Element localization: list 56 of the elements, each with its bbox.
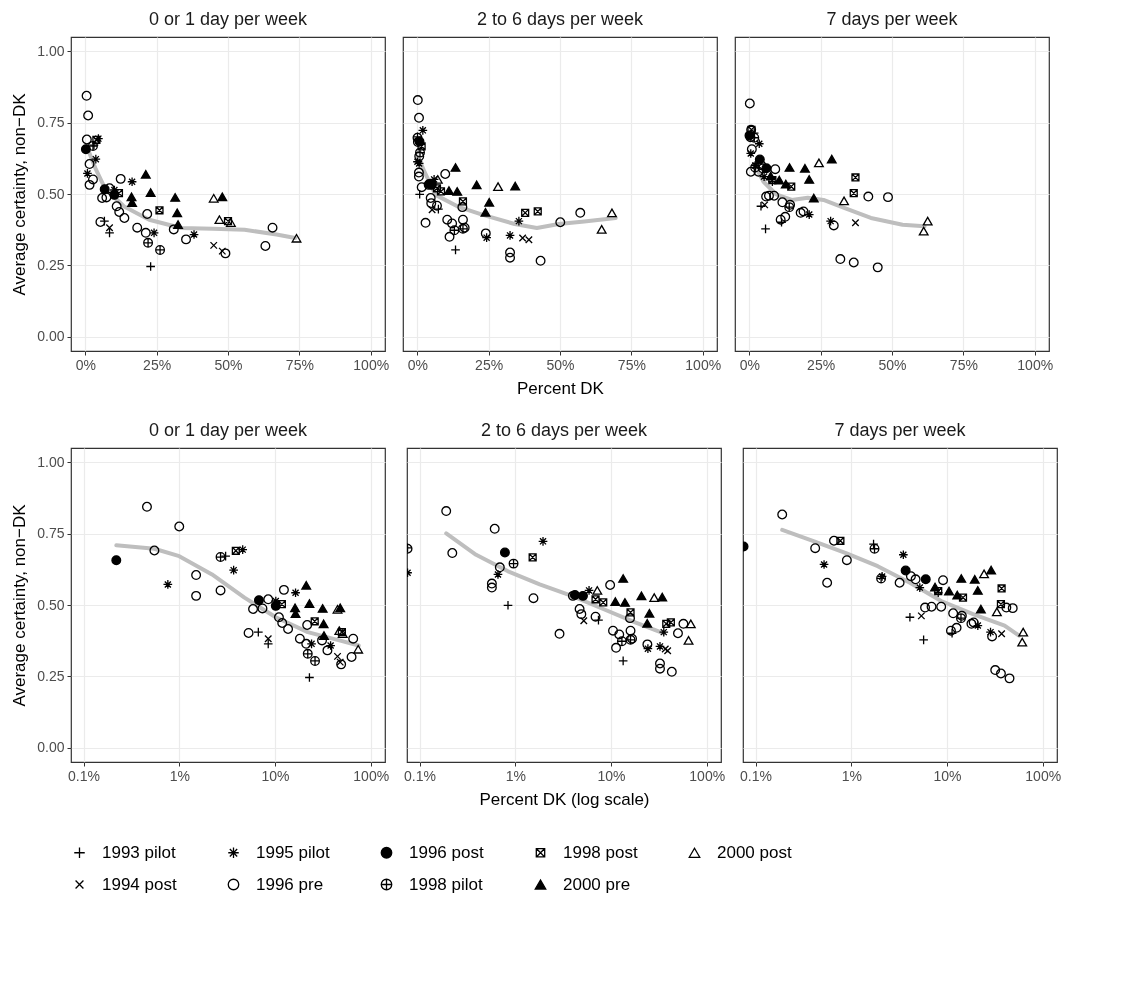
chart-title: 7 days per week [834,420,967,440]
x-tick-label: 75% [285,356,314,373]
y-tick-label: 0.00 [37,328,65,345]
x-tick-label: 0% [75,356,96,373]
x-tick-label: 75% [617,356,646,373]
chart-title: 7 days per week [826,9,959,29]
x-tick-label: 50% [214,356,243,373]
legend-label: 1994 post [102,874,177,894]
x-tick-label: 100% [353,767,390,784]
legend-label: 1998 pilot [409,874,483,894]
x-tick-label: 50% [546,356,575,373]
x-tick-label: 0% [407,356,428,373]
y-tick-label: 1.00 [37,453,65,470]
legend-label: 2000 post [717,842,792,862]
x-tick-label: 0.1% [68,767,100,784]
x-tick-label: 75% [949,356,978,373]
x-axis-title: Percent DK [517,378,605,398]
x-tick-label: 50% [878,356,907,373]
x-tick-label: 25% [143,356,172,373]
x-tick-label: 0.1% [740,767,772,784]
x-tick-label: 100% [685,356,722,373]
x-tick-label: 10% [597,767,626,784]
x-tick-label: 100% [1017,356,1054,373]
legend-label: 2000 pre [563,874,631,894]
x-tick-label: 1% [169,767,190,784]
y-axis-title: Average certainty, non−DK [10,503,30,707]
y-tick-label: 0.00 [37,739,65,756]
y-tick-label: 0.25 [37,667,65,684]
x-tick-label: 10% [261,767,290,784]
x-tick-label: 10% [933,767,962,784]
y-tick-label: 0.25 [37,256,65,273]
x-tick-label: 0% [739,356,760,373]
chart-title: 2 to 6 days per week [476,9,645,29]
y-tick-label: 0.75 [37,525,65,542]
x-tick-label: 100% [353,356,390,373]
x-tick-label: 0.1% [404,767,436,784]
legend-label: 1995 pilot [256,842,330,862]
x-tick-label: 1% [505,767,526,784]
x-tick-label: 25% [807,356,836,373]
legend-label: 1993 pilot [102,842,176,862]
y-tick-label: 0.75 [37,114,65,131]
x-axis-title: Percent DK (log scale) [479,789,650,809]
chart-title: 0 or 1 day per week [148,420,309,440]
y-axis-title: Average certainty, non−DK [10,92,30,296]
legend-label: 1996 pre [256,874,324,894]
chart-title: 0 or 1 day per week [148,9,309,29]
y-tick-label: 1.00 [37,42,65,59]
legend-label: 1996 post [409,842,484,862]
y-tick-label: 0.50 [37,185,65,202]
x-tick-label: 1% [841,767,862,784]
x-tick-label: 100% [689,767,726,784]
x-tick-label: 100% [1025,767,1062,784]
y-tick-label: 0.50 [37,596,65,613]
legend-label: 1998 post [563,842,638,862]
x-tick-label: 25% [475,356,504,373]
chart-title: 2 to 6 days per week [480,420,649,440]
